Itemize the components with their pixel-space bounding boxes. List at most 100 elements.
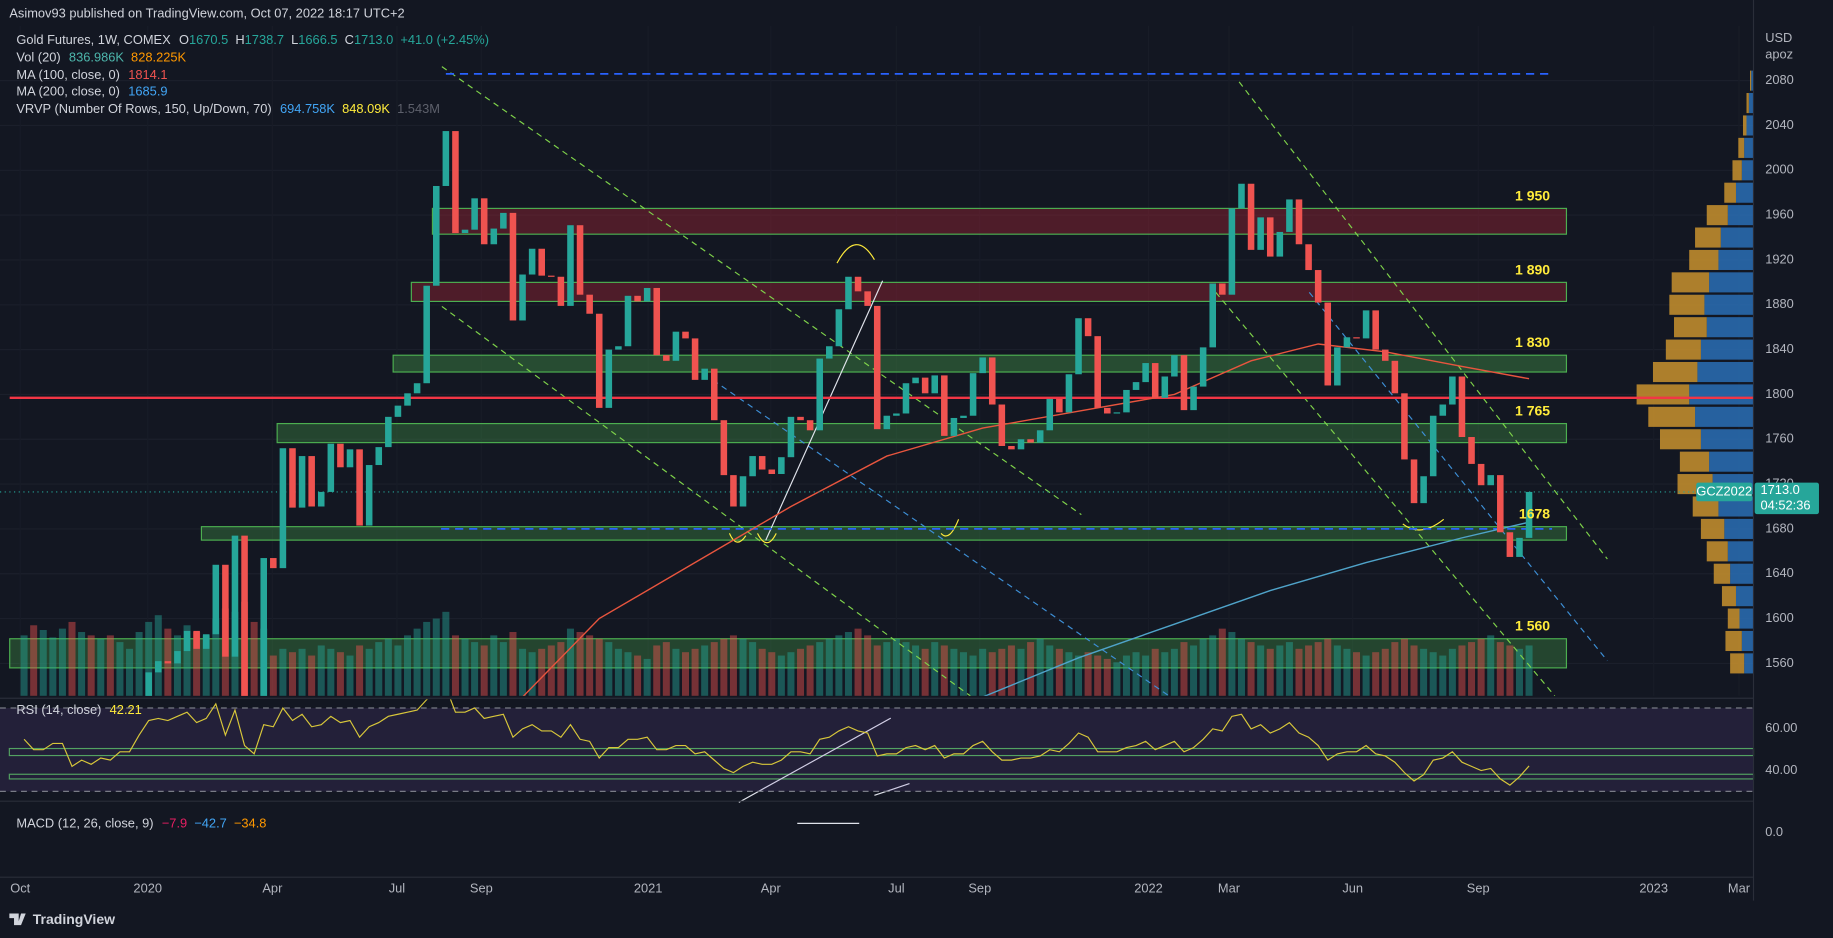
drawings — [441, 66, 1608, 696]
candle-body — [1017, 439, 1025, 450]
y-tick-label: 1640 — [1765, 565, 1794, 580]
candle-body — [222, 564, 229, 657]
candle-body — [1314, 270, 1322, 303]
candle-body — [461, 229, 469, 234]
volume-bar — [1314, 642, 1322, 696]
volume-bar — [1305, 645, 1313, 696]
candle-body — [394, 405, 402, 417]
volume-bar — [1353, 652, 1361, 696]
y-tick-label: 1880 — [1765, 296, 1794, 311]
zone-label: 1 765 — [1515, 403, 1550, 419]
candle-body — [1429, 415, 1437, 477]
volume-bar — [365, 648, 373, 696]
volume-bar — [1362, 655, 1370, 696]
profile-down — [1706, 541, 1728, 562]
price-tag-text: 1713.0 — [1761, 482, 1800, 497]
candle-body — [500, 212, 507, 229]
x-tick-label: Jun — [1342, 880, 1363, 895]
study-name: Vol (20) — [16, 50, 60, 65]
volume-bar — [749, 642, 757, 696]
candle-body — [1094, 336, 1101, 408]
profile-down — [1652, 361, 1698, 383]
volume-bar — [624, 652, 632, 696]
volume-bar — [614, 648, 622, 696]
y-tick-label: 2040 — [1765, 117, 1794, 132]
candle-body — [1036, 430, 1044, 443]
candle-body — [270, 558, 277, 569]
volume-bar — [173, 635, 181, 696]
volume-bar — [1333, 645, 1341, 696]
volume-bar — [720, 638, 728, 696]
y-tick-label: 1800 — [1765, 386, 1794, 401]
countdown: 04:52:36 — [1761, 497, 1811, 512]
trend-line — [765, 280, 884, 541]
logo — [9, 913, 26, 926]
candle-body — [1171, 355, 1178, 377]
candle-body — [768, 469, 776, 475]
x-tick-label: Jul — [389, 880, 405, 895]
volume-bar — [346, 655, 354, 696]
profile-up — [1735, 586, 1754, 607]
ohlc-value: 1670.5 — [189, 32, 228, 47]
volume-bar — [1400, 638, 1408, 696]
ohlc-value: 1666.5 — [298, 32, 337, 47]
candle-body — [873, 305, 881, 430]
volume-bar — [183, 625, 191, 696]
profile-up — [1735, 182, 1754, 203]
volume-bar — [1372, 652, 1380, 696]
study-name: MA (200, close, 0) — [16, 84, 120, 99]
volume-bar — [1151, 648, 1159, 696]
change: +41.0 (+2.45%) — [400, 32, 489, 47]
candle-body — [385, 416, 392, 448]
candle-body — [1190, 386, 1197, 411]
footer: TradingView — [9, 911, 115, 927]
candle-body — [480, 198, 488, 245]
candle-body — [145, 672, 152, 696]
volume-bar — [787, 652, 795, 696]
symbol: Gold Futures, 1W, COMEX — [16, 32, 171, 47]
candle-body — [452, 131, 459, 234]
profile-up — [1741, 160, 1754, 181]
candle-body — [1439, 404, 1447, 416]
profile-up — [1748, 93, 1754, 114]
candle-body — [202, 634, 210, 649]
candle-body — [1257, 217, 1264, 250]
volume-bar — [1199, 638, 1207, 696]
profile-down — [1721, 586, 1736, 607]
profile-up — [1700, 429, 1754, 450]
volume-bar — [394, 645, 402, 696]
volume-bar — [336, 652, 344, 696]
candle-body — [1353, 337, 1360, 339]
profile-up — [1718, 496, 1754, 517]
candle-body — [1161, 376, 1169, 398]
profile-up — [1744, 137, 1754, 158]
candle-body — [864, 291, 871, 306]
profile-up — [1751, 70, 1754, 91]
profile-up — [1709, 272, 1754, 293]
volume-profile — [1636, 70, 1754, 674]
profile-down — [1636, 384, 1690, 405]
profile-down — [1713, 563, 1731, 584]
candle-body — [797, 416, 804, 421]
ohlc-key: L — [291, 32, 298, 47]
volume-bar — [691, 648, 699, 696]
volume-bar — [959, 652, 968, 696]
candle-body — [893, 413, 900, 416]
study-value: 42.21 — [110, 702, 142, 717]
volume-bar — [1027, 642, 1035, 696]
volume-bar — [835, 635, 843, 696]
x-tick-label: Mar — [1728, 880, 1751, 895]
volume-bar — [595, 638, 603, 696]
candle-body — [624, 295, 632, 347]
candle-body — [1113, 412, 1121, 414]
volume-bar — [1075, 655, 1083, 696]
candle-body — [1381, 349, 1389, 361]
volume-bar — [509, 632, 517, 696]
candle-body — [816, 358, 823, 431]
candle-body — [1343, 337, 1351, 348]
profile-down — [1674, 317, 1707, 338]
candle-body — [1228, 208, 1236, 295]
volume-bar — [566, 628, 574, 696]
volume-bar — [1084, 652, 1092, 696]
candle-body — [691, 338, 699, 380]
